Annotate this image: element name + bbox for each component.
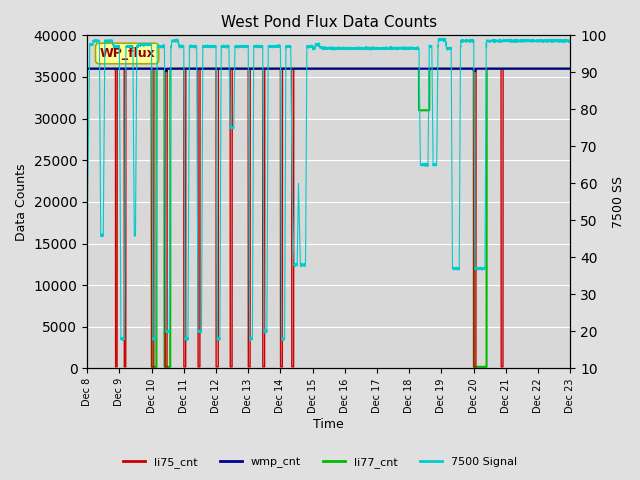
Legend: li75_cnt, wmp_cnt, li77_cnt, 7500 Signal: li75_cnt, wmp_cnt, li77_cnt, 7500 Signal bbox=[118, 452, 522, 472]
Y-axis label: Data Counts: Data Counts bbox=[15, 163, 28, 240]
Y-axis label: 7500 SS: 7500 SS bbox=[612, 176, 625, 228]
Title: West Pond Flux Data Counts: West Pond Flux Data Counts bbox=[221, 15, 437, 30]
Text: WP_flux: WP_flux bbox=[99, 47, 155, 60]
X-axis label: Time: Time bbox=[314, 419, 344, 432]
